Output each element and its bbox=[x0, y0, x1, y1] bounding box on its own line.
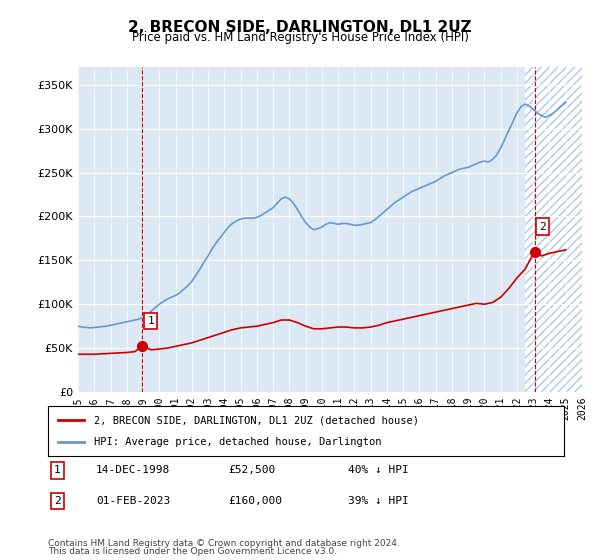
Text: 2, BRECON SIDE, DARLINGTON, DL1 2UZ (detached house): 2, BRECON SIDE, DARLINGTON, DL1 2UZ (det… bbox=[94, 415, 419, 425]
Text: This data is licensed under the Open Government Licence v3.0.: This data is licensed under the Open Gov… bbox=[48, 548, 337, 557]
Text: £160,000: £160,000 bbox=[228, 496, 282, 506]
Text: £52,500: £52,500 bbox=[228, 465, 275, 475]
Text: 39% ↓ HPI: 39% ↓ HPI bbox=[348, 496, 409, 506]
Text: 2: 2 bbox=[54, 496, 61, 506]
Text: 01-FEB-2023: 01-FEB-2023 bbox=[96, 496, 170, 506]
Text: 14-DEC-1998: 14-DEC-1998 bbox=[96, 465, 170, 475]
Text: 2: 2 bbox=[539, 222, 546, 232]
Text: Contains HM Land Registry data © Crown copyright and database right 2024.: Contains HM Land Registry data © Crown c… bbox=[48, 539, 400, 548]
Text: 1: 1 bbox=[147, 316, 154, 326]
Text: 40% ↓ HPI: 40% ↓ HPI bbox=[348, 465, 409, 475]
Bar bbox=[525, 67, 582, 392]
Text: 2, BRECON SIDE, DARLINGTON, DL1 2UZ: 2, BRECON SIDE, DARLINGTON, DL1 2UZ bbox=[128, 20, 472, 35]
Bar bbox=[525, 67, 582, 392]
Text: 1: 1 bbox=[54, 465, 61, 475]
Text: HPI: Average price, detached house, Darlington: HPI: Average price, detached house, Darl… bbox=[94, 437, 382, 447]
Text: Price paid vs. HM Land Registry's House Price Index (HPI): Price paid vs. HM Land Registry's House … bbox=[131, 31, 469, 44]
